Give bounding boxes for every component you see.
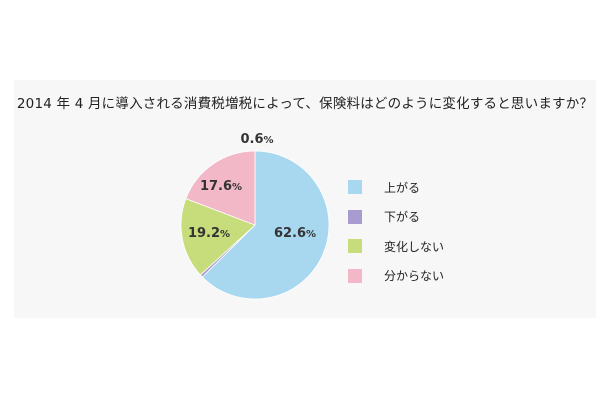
- legend-label: 下がる: [384, 210, 421, 224]
- slice-value-label-2: 0.6%: [240, 132, 273, 147]
- chart-panel: 2014 年 4 月に導入される消費税増税によって、保険料はどのように変化すると…: [14, 80, 596, 318]
- slice-value-label-4: 19.2%: [188, 226, 230, 241]
- slice-value-label-3: 17.6%: [200, 179, 242, 194]
- legend-swatch: [348, 239, 362, 253]
- pie-slice-4: [185, 150, 256, 226]
- legend-item: 下がる: [348, 209, 444, 224]
- legend-label: 分からない: [384, 269, 445, 283]
- legend-swatch: [348, 180, 362, 194]
- legend-swatch: [348, 268, 362, 283]
- chart-title: 2014 年 4 月に導入される消費税増税によって、保険料はどのように変化すると…: [16, 96, 594, 112]
- slice-value-label-1: 62.6%: [274, 226, 316, 241]
- pie-slice-1: [201, 150, 330, 300]
- legend-label: 変化しない: [384, 239, 445, 254]
- pie-slice-3: [180, 198, 256, 276]
- legend: 上がる下がる変化しない分からない: [348, 180, 444, 298]
- legend-item: 分からない: [348, 268, 445, 283]
- legend-item: 変化しない: [348, 239, 445, 254]
- pie-chart: 62.6% 0.6% 17.6% 19.2%: [180, 132, 330, 300]
- legend-label: 上がる: [384, 180, 421, 195]
- legend-item: 上がる: [348, 180, 444, 195]
- legend-swatch: [348, 209, 362, 224]
